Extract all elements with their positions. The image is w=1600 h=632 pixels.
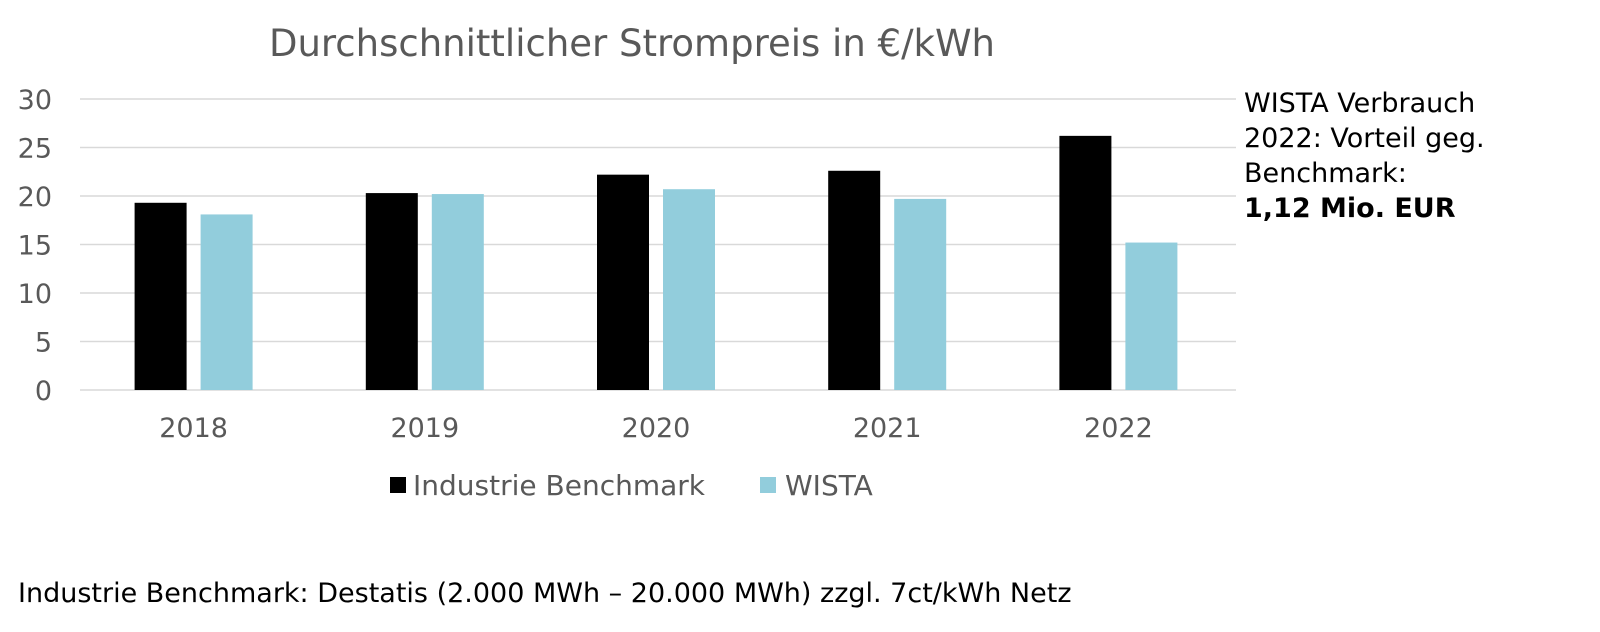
bar-wista-2018 <box>200 214 253 390</box>
bar-wista-2022 <box>1125 242 1178 390</box>
y-tick-label: 30 <box>18 85 52 116</box>
bar-industrie-benchmark-2022 <box>1059 135 1112 390</box>
y-tick-label: 5 <box>35 328 52 359</box>
bar-wista-2020 <box>663 189 715 390</box>
legend: Industrie Benchmark WISTA <box>390 469 873 502</box>
legend-swatch-industrie-benchmark <box>390 477 406 493</box>
bar-wista-2019 <box>431 194 484 390</box>
x-tick-label: 2020 <box>622 413 691 444</box>
bar-chart: Durchschnittlicher Strompreis in €/kWh 0… <box>18 22 1236 502</box>
bars <box>134 135 1178 390</box>
y-tick-label: 20 <box>18 182 52 213</box>
bar-industrie-benchmark-2020 <box>597 174 649 390</box>
source-footnote: Industrie Benchmark: Destatis (2.000 MWh… <box>18 578 1072 609</box>
y-tick-label: 10 <box>18 279 52 310</box>
x-axis-ticks: 2018 2019 2020 2021 2022 <box>159 413 1153 444</box>
chart-title: Durchschnittlicher Strompreis in €/kWh <box>269 22 995 65</box>
bar-industrie-benchmark-2019 <box>365 193 418 390</box>
x-tick-label: 2021 <box>853 413 922 444</box>
x-tick-label: 2022 <box>1084 413 1153 444</box>
x-tick-label: 2018 <box>159 413 228 444</box>
gridlines <box>80 98 1236 391</box>
y-axis-ticks: 0 5 10 15 20 25 30 <box>18 85 52 407</box>
annotation-line-1: WISTA Verbrauch <box>1244 88 1476 119</box>
bar-industrie-benchmark-2021 <box>828 170 881 390</box>
annotation-line-2: 2022: Vorteil geg. <box>1244 123 1485 154</box>
annotation-line-3: Benchmark: <box>1244 158 1407 189</box>
y-tick-label: 15 <box>18 231 52 262</box>
legend-swatch-wista <box>760 477 776 493</box>
bar-wista-2021 <box>894 198 947 390</box>
annotation-highlight: 1,12 Mio. EUR <box>1244 193 1456 224</box>
bar-industrie-benchmark-2018 <box>134 202 187 390</box>
legend-label-wista: WISTA <box>785 469 873 502</box>
y-tick-label: 0 <box>35 376 52 407</box>
legend-label-industrie-benchmark: Industrie Benchmark <box>413 469 706 502</box>
savings-annotation: WISTA Verbrauch 2022: Vorteil geg. Bench… <box>1244 86 1584 226</box>
y-tick-label: 25 <box>18 134 52 165</box>
x-tick-label: 2019 <box>390 413 459 444</box>
